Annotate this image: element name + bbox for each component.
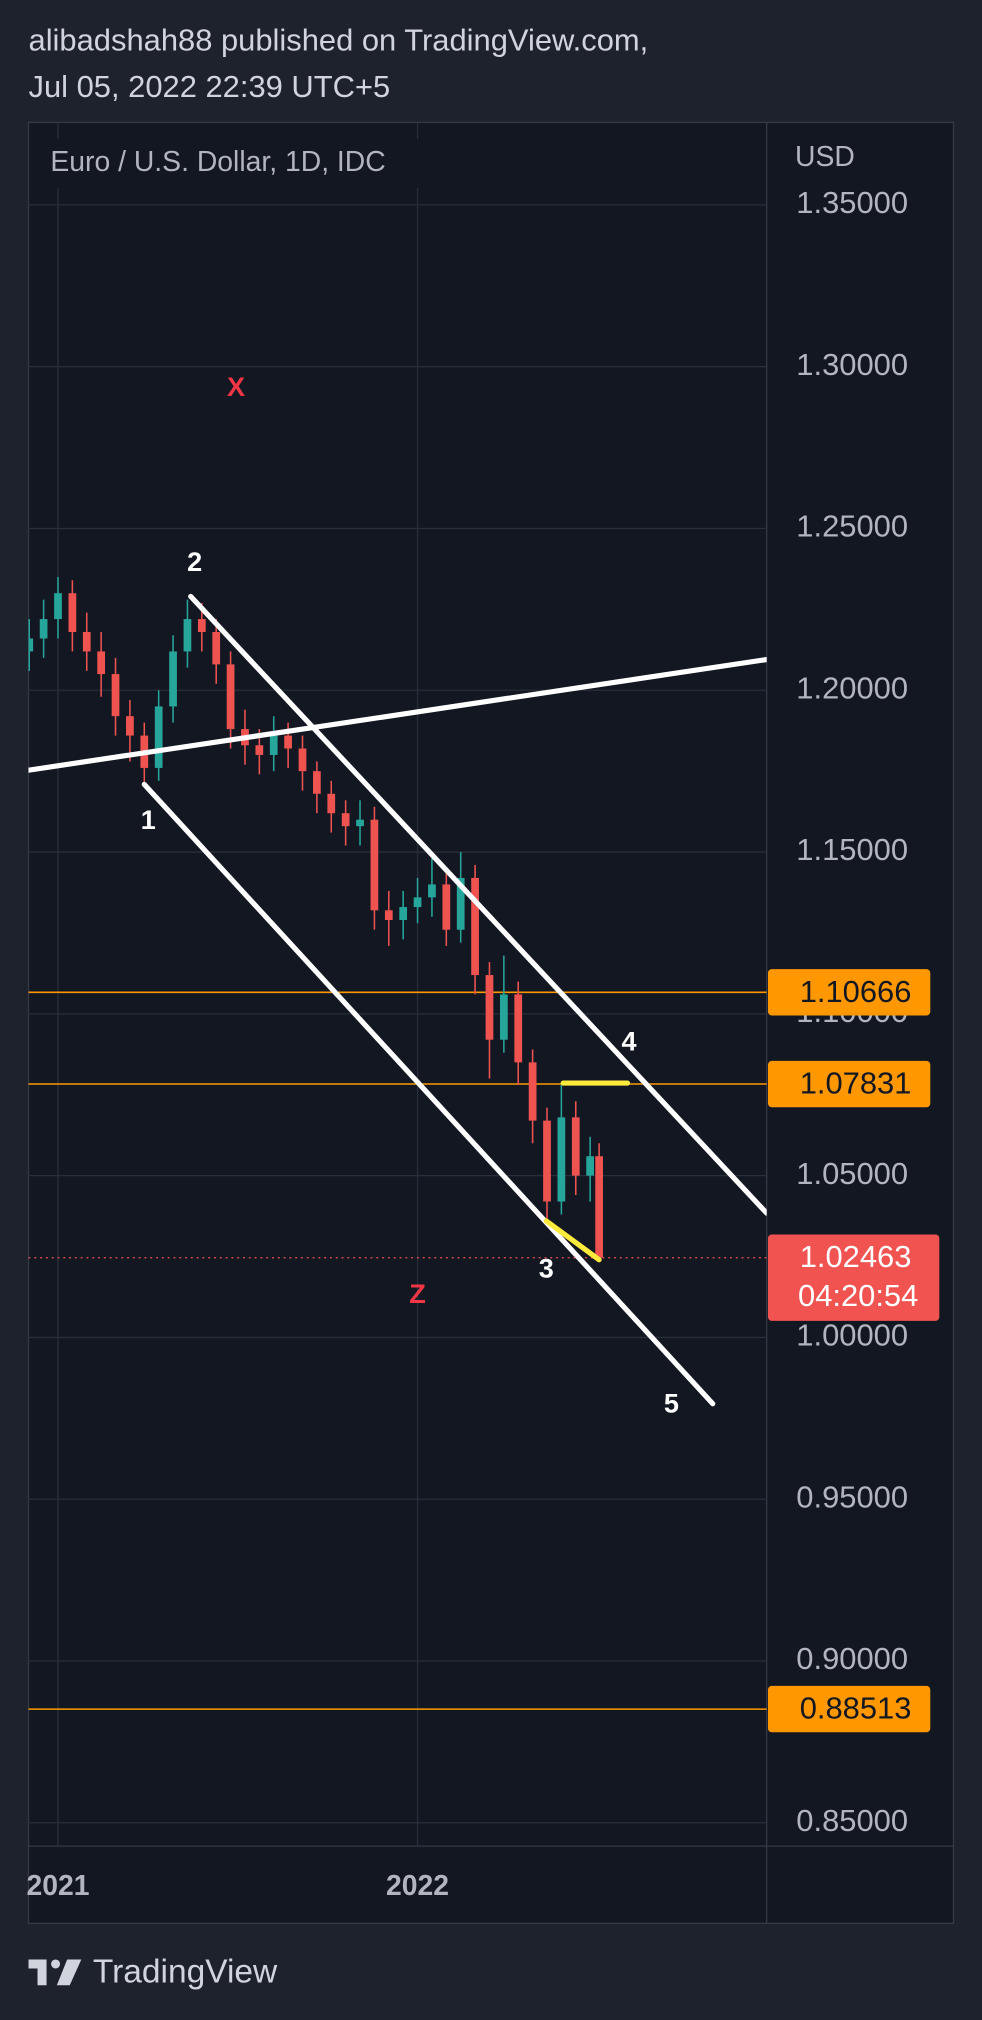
candle-body	[428, 884, 436, 898]
level-tag	[767, 1060, 931, 1108]
candle-body	[97, 651, 106, 675]
candle-body	[226, 664, 235, 730]
wave-label: 3	[539, 1253, 554, 1283]
logo	[28, 1959, 82, 1986]
y-tick-label: 1.35000	[796, 185, 908, 220]
candle-body	[356, 819, 364, 827]
level-tag-label: 1.07831	[800, 1065, 912, 1100]
brand: TradingView	[93, 1953, 278, 1990]
candle-body	[154, 706, 163, 768]
level-tag	[767, 969, 931, 1016]
y-tick-label: 1.20000	[796, 670, 908, 705]
author-line: alibadshah88 published on TradingView.co…	[29, 23, 649, 58]
x-tick-label: 2022	[386, 1870, 449, 1902]
wave-label: 1	[141, 805, 156, 835]
y-tick-label: 0.85000	[796, 1803, 908, 1838]
y-tick-label: 1.25000	[796, 509, 908, 544]
y-axis-label: USD	[795, 141, 855, 173]
candle-body	[284, 735, 292, 749]
wave-label: Z	[409, 1279, 426, 1309]
level-tag-label: 1.10666	[800, 974, 912, 1009]
logo-mark	[56, 1959, 82, 1986]
candle-body	[39, 619, 48, 639]
candle-body	[82, 632, 91, 652]
candle-body	[126, 716, 134, 736]
logo-mark	[28, 1959, 47, 1986]
chart-title: Euro / U.S. Dollar, 1D, IDC	[50, 146, 385, 178]
candle-body	[197, 619, 206, 633]
candle-body	[471, 877, 479, 976]
candle-body	[456, 877, 465, 930]
logo-mark	[51, 1959, 61, 1969]
y-tick-label: 0.90000	[796, 1641, 908, 1676]
candle-body	[485, 975, 494, 1040]
candle-body	[595, 1156, 603, 1258]
y-tick-label: 1.05000	[796, 1156, 908, 1191]
axis: 1.350001.300001.250001.200001.150001.100…	[26, 185, 908, 1902]
wave-label: 4	[621, 1026, 636, 1056]
candle-body	[68, 593, 77, 633]
candle-body	[370, 819, 379, 911]
candle-body	[442, 884, 451, 930]
candle-body	[111, 674, 120, 717]
level-tag	[767, 1685, 931, 1733]
level-tag-label: 0.88513	[800, 1691, 912, 1726]
candle-body	[269, 735, 278, 755]
candle-body	[586, 1156, 595, 1176]
candle-body	[169, 651, 177, 707]
candle-body	[557, 1117, 566, 1202]
candle-body	[528, 1062, 537, 1121]
candle-body	[255, 745, 264, 755]
last-price-tag	[767, 1234, 940, 1321]
y-tick-label: 1.15000	[796, 832, 908, 867]
candle-body	[54, 593, 62, 620]
candle-body	[183, 619, 192, 652]
candle-body	[327, 793, 336, 814]
trendline	[28, 656, 767, 773]
candle-body	[384, 910, 393, 921]
y-tick-label: 1.00000	[796, 1318, 908, 1353]
candle-body	[413, 897, 422, 908]
candle-body	[341, 813, 350, 827]
plot	[28, 577, 767, 1710]
candle-body	[212, 632, 221, 665]
y-tick-label: 0.95000	[796, 1479, 908, 1514]
wave-label: X	[227, 372, 245, 402]
last-price-label: 1.02463	[800, 1239, 912, 1274]
candle-body	[499, 994, 508, 1040]
y-tick-label: 1.30000	[796, 347, 908, 382]
x-tick-label: 2021	[26, 1870, 89, 1902]
countdown: 04:20:54	[798, 1278, 918, 1313]
grid	[28, 122, 767, 1847]
candle-body	[399, 907, 408, 921]
candle-body	[514, 994, 523, 1063]
trendline	[188, 593, 767, 1216]
candle-body	[571, 1117, 580, 1176]
wave-label: 5	[664, 1389, 679, 1419]
wave-label: 2	[187, 547, 202, 577]
candle-body	[543, 1120, 551, 1202]
legend-bg	[38, 139, 426, 189]
date-line: Jul 05, 2022 22:39 UTC+5	[29, 69, 391, 104]
candle-body	[298, 748, 307, 772]
trendline	[543, 1218, 602, 1263]
candle-body	[28, 638, 34, 652]
trendline	[141, 781, 716, 1407]
candle-body	[313, 771, 321, 794]
